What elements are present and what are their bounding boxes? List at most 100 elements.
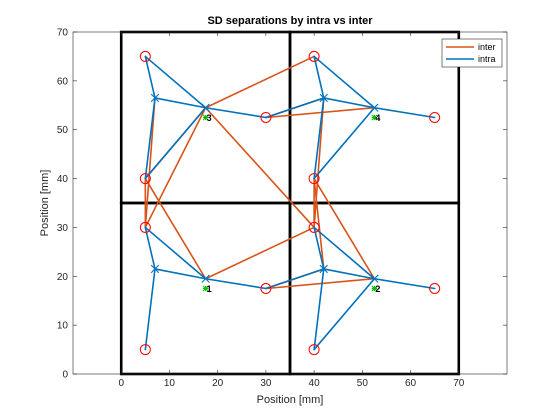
inter-segment [313, 177, 376, 280]
intra-segment [313, 268, 325, 351]
intra-segment [144, 55, 207, 109]
intra-segment [144, 97, 156, 180]
source-marker [139, 173, 151, 185]
x-tick-label: 30 [260, 378, 272, 389]
inter-segment [265, 277, 376, 290]
detector-markers [150, 93, 379, 283]
x-tick-label: 0 [118, 378, 124, 389]
source-marker [139, 221, 151, 233]
axis-ticks: 0 10 20 30 40 50 60 70 0 10 20 30 40 50 60 70 [57, 28, 507, 389]
intra-segment [265, 97, 325, 119]
x-tick-label: 60 [405, 378, 417, 389]
x-tick-label: 70 [453, 378, 465, 389]
plate-marker-1: 1 [202, 284, 212, 294]
source-marker [260, 283, 272, 294]
intra-segment [313, 226, 376, 280]
detector-cross-stroke [150, 264, 160, 274]
source-marker [139, 50, 151, 62]
source-marker [308, 173, 320, 185]
plate-marker-stroke [371, 285, 378, 292]
inter-segment [313, 177, 325, 270]
detector-cross-stroke [150, 93, 160, 103]
y-tick-label: 20 [57, 272, 69, 283]
y-tick-label: 0 [62, 370, 68, 381]
intra-segment [144, 226, 207, 280]
intra-segment [204, 106, 267, 119]
chart-title: SD separations by intra vs inter [207, 15, 373, 27]
detector-cross-stroke [201, 103, 210, 112]
intra-segment [313, 277, 376, 351]
detector-marker [370, 274, 379, 283]
intra-segment [154, 97, 207, 109]
plate-marker-label: 2 [375, 284, 380, 294]
plate-marker-4: 4 [371, 113, 380, 123]
plate-marker-3: 3 [202, 113, 212, 123]
detector-cross-stroke [319, 264, 328, 274]
source-marker [308, 221, 320, 233]
source-marker [429, 112, 441, 123]
plate-marker-label: 1 [207, 284, 212, 294]
source-marker [308, 344, 320, 356]
detector-marker [370, 103, 379, 112]
inter-segment [204, 226, 315, 280]
intra-segment [313, 55, 376, 109]
y-axis-label: Position [mm] [39, 170, 51, 237]
intra-segment [313, 226, 325, 270]
detector-marker [201, 274, 210, 283]
y-tick-label: 50 [57, 125, 69, 136]
x-tick-label: 20 [212, 378, 224, 389]
y-tick-label: 70 [57, 28, 69, 39]
intra-segment [313, 55, 325, 99]
inter-segment [144, 177, 207, 280]
detector-marker [150, 264, 160, 274]
plate-marker-label: 4 [375, 113, 380, 123]
legend-label-intra: intra [478, 54, 496, 64]
x-tick-label: 40 [309, 378, 321, 389]
intra-segment [313, 106, 376, 180]
axes-frame [72, 31, 508, 375]
inter-segment [265, 106, 376, 119]
source-markers [139, 50, 441, 356]
detector-marker [319, 264, 328, 274]
source-marker [139, 344, 151, 356]
plate-marker-stroke [202, 285, 209, 292]
detector-cross-stroke [319, 93, 328, 103]
legend-box [441, 38, 503, 68]
intra-segment [144, 106, 207, 180]
detector-marker [201, 103, 210, 112]
legend: inter intra [441, 38, 503, 68]
detector-marker [319, 93, 328, 103]
detector-cross-stroke [201, 274, 210, 283]
y-tick-label: 10 [57, 321, 69, 332]
x-tick-label: 50 [357, 378, 369, 389]
x-tick-label: 10 [164, 378, 176, 389]
detector-cross-stroke [370, 274, 379, 283]
inter-segment [144, 106, 207, 229]
plate-marker-stroke [202, 114, 209, 121]
inter-segment [204, 106, 315, 229]
plate-markers: 3 4 1 2 [202, 113, 380, 294]
intra-segment [265, 268, 325, 290]
detector-cross-stroke [370, 103, 379, 112]
intra-segment [373, 277, 436, 290]
intra-segment [313, 97, 325, 180]
inter-segment [144, 97, 156, 229]
inter-segment [204, 55, 315, 109]
source-marker [260, 112, 272, 123]
intra-segment [154, 268, 207, 280]
y-tick-label: 30 [57, 223, 69, 234]
source-marker [429, 283, 441, 294]
intra-segment [373, 106, 436, 119]
intra-segment [144, 55, 156, 99]
y-tick-label: 60 [57, 76, 69, 87]
x-axis-label: Position [mm] [257, 394, 324, 406]
plate-marker-stroke [371, 114, 378, 121]
inter-segment [313, 97, 325, 229]
intra-segment [144, 268, 156, 351]
intra-segment [204, 277, 267, 290]
plate-marker-label: 3 [207, 113, 212, 123]
intra-segment [322, 268, 376, 280]
y-tick-label: 40 [57, 174, 69, 185]
series-lines [144, 55, 436, 351]
